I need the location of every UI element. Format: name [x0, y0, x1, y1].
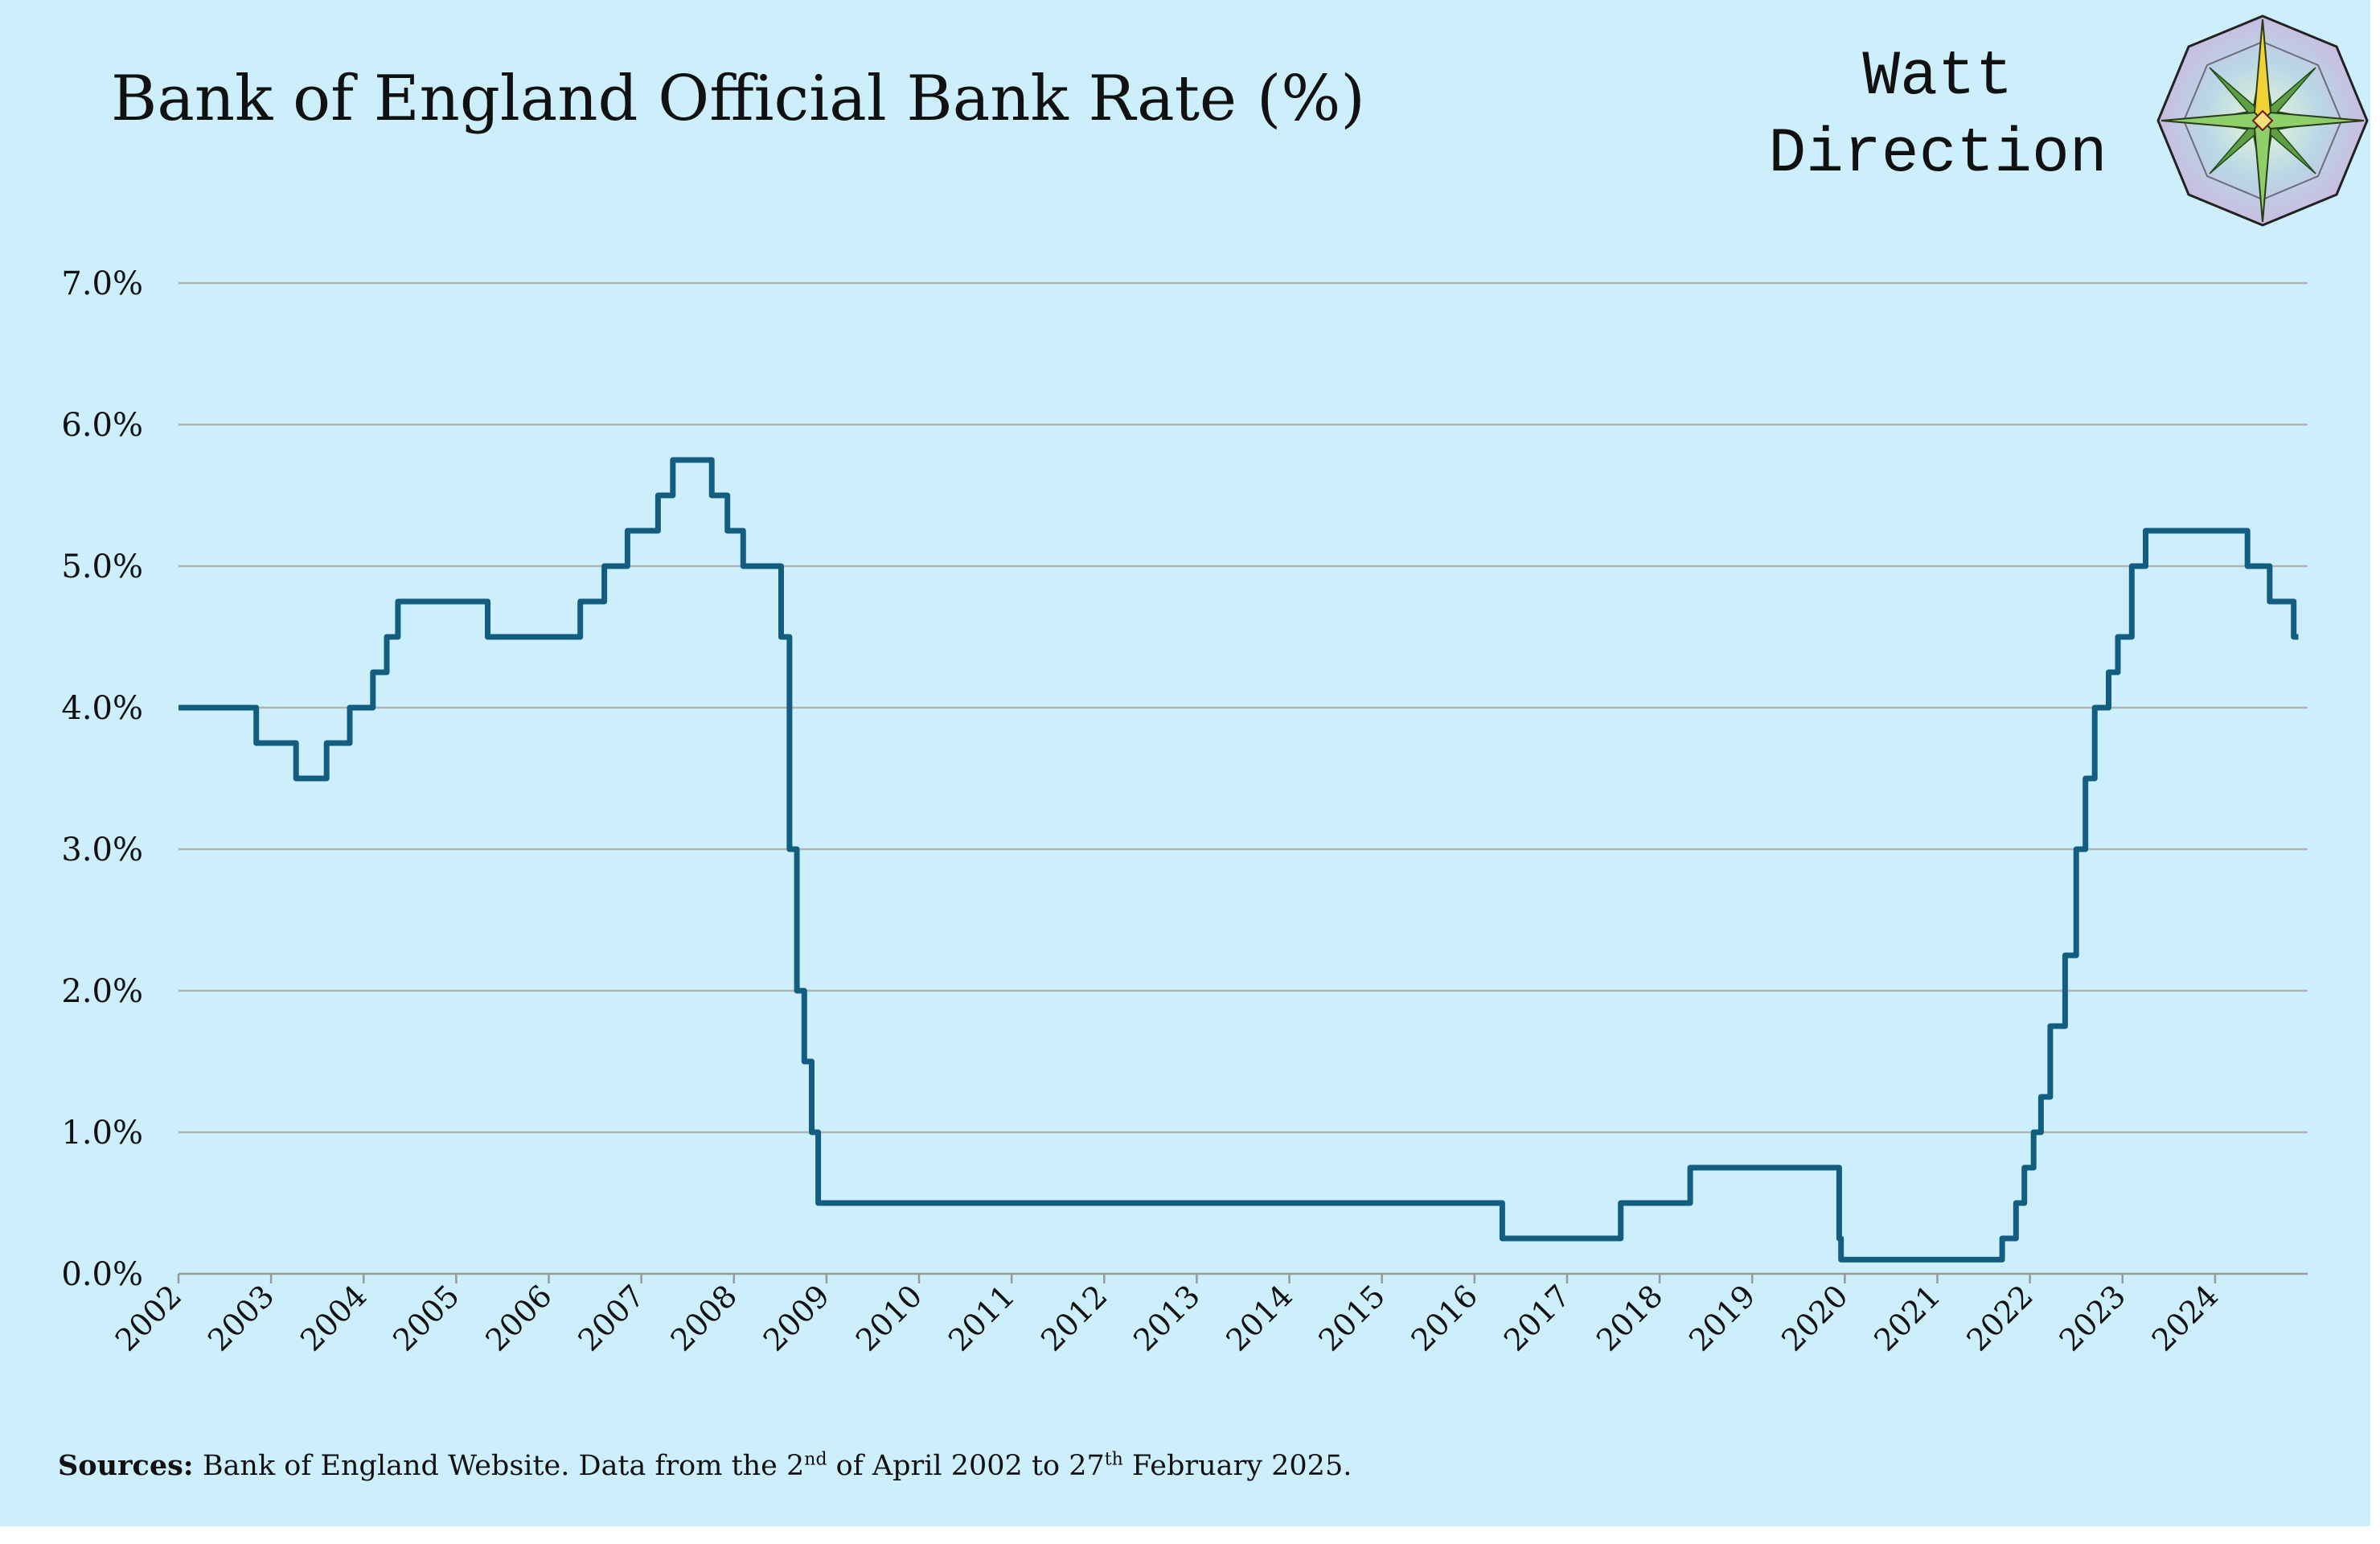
- x-tick-label: 2010: [849, 1278, 929, 1358]
- x-tick-label: 2012: [1034, 1278, 1114, 1358]
- y-tick-label: 4.0%: [61, 690, 143, 727]
- x-tick-label: 2023: [2053, 1278, 2133, 1358]
- brand-name-line2: Direction: [1768, 119, 2107, 190]
- x-tick-label: 2005: [386, 1278, 466, 1358]
- y-tick-label: 2.0%: [61, 973, 143, 1010]
- x-tick-label: 2003: [201, 1278, 281, 1358]
- x-tick-label: 2011: [942, 1278, 1022, 1358]
- x-tick-label: 2014: [1219, 1278, 1299, 1358]
- x-tick-label: 2022: [1959, 1278, 2040, 1358]
- x-tick-label: 2013: [1126, 1278, 1207, 1358]
- sources-sup-1: nd: [804, 1449, 827, 1470]
- sources-sup-2: th: [1104, 1449, 1123, 1470]
- series-line: [178, 457, 2299, 1263]
- x-tick-label: 2016: [1405, 1278, 1485, 1358]
- sources-label: Sources:: [58, 1449, 194, 1482]
- x-tick-label: 2006: [478, 1278, 559, 1358]
- x-tick-label: 2009: [757, 1278, 837, 1358]
- sources-text-1: Bank of England Website. Data from the 2: [193, 1450, 805, 1482]
- x-tick-label: 2018: [1590, 1278, 1670, 1358]
- brand-name: Watt Direction: [1729, 39, 2147, 193]
- y-tick-label: 5.0%: [61, 548, 143, 585]
- sources-note: Sources: Bank of England Website. Data f…: [58, 1449, 1352, 1482]
- x-tick-label: 2020: [1775, 1278, 1855, 1358]
- sources-text-3: February 2025.: [1122, 1450, 1352, 1482]
- y-tick-label: 0.0%: [61, 1256, 143, 1293]
- x-tick-label: 2015: [1312, 1278, 1393, 1358]
- series-layer: [178, 457, 2299, 1263]
- y-tick-label: 7.0%: [61, 265, 143, 302]
- brand-name-line1: Watt: [1862, 42, 2013, 113]
- x-tick-label: 2017: [1497, 1278, 1578, 1358]
- chart-title: Bank of England Official Bank Rate (%): [111, 63, 1365, 135]
- x-tick-label: 2024: [2145, 1278, 2226, 1358]
- y-tick-label: 3.0%: [61, 832, 143, 868]
- x-tick-label: 2019: [1682, 1278, 1762, 1358]
- gridlines: [178, 281, 2308, 1275]
- sources-text-2: of April 2002 to 27: [827, 1450, 1105, 1482]
- y-axis-ticks: 0.0% 1.0% 2.0% 3.0% 4.0% 5.0% 6.0% 7.0%: [61, 265, 143, 1293]
- x-tick-label: 2008: [664, 1278, 745, 1358]
- y-tick-label: 6.0%: [61, 407, 143, 444]
- compass-rose-icon: [2156, 14, 2369, 227]
- x-axis-ticks: 2002 2003 2004 2005 2006 2007 2008 2009 2010 2011…: [109, 1274, 2225, 1358]
- x-tick-label: 2007: [572, 1278, 652, 1358]
- y-tick-label: 1.0%: [61, 1115, 143, 1152]
- x-tick-label: 2021: [1867, 1278, 1947, 1358]
- x-tick-label: 2004: [293, 1278, 374, 1358]
